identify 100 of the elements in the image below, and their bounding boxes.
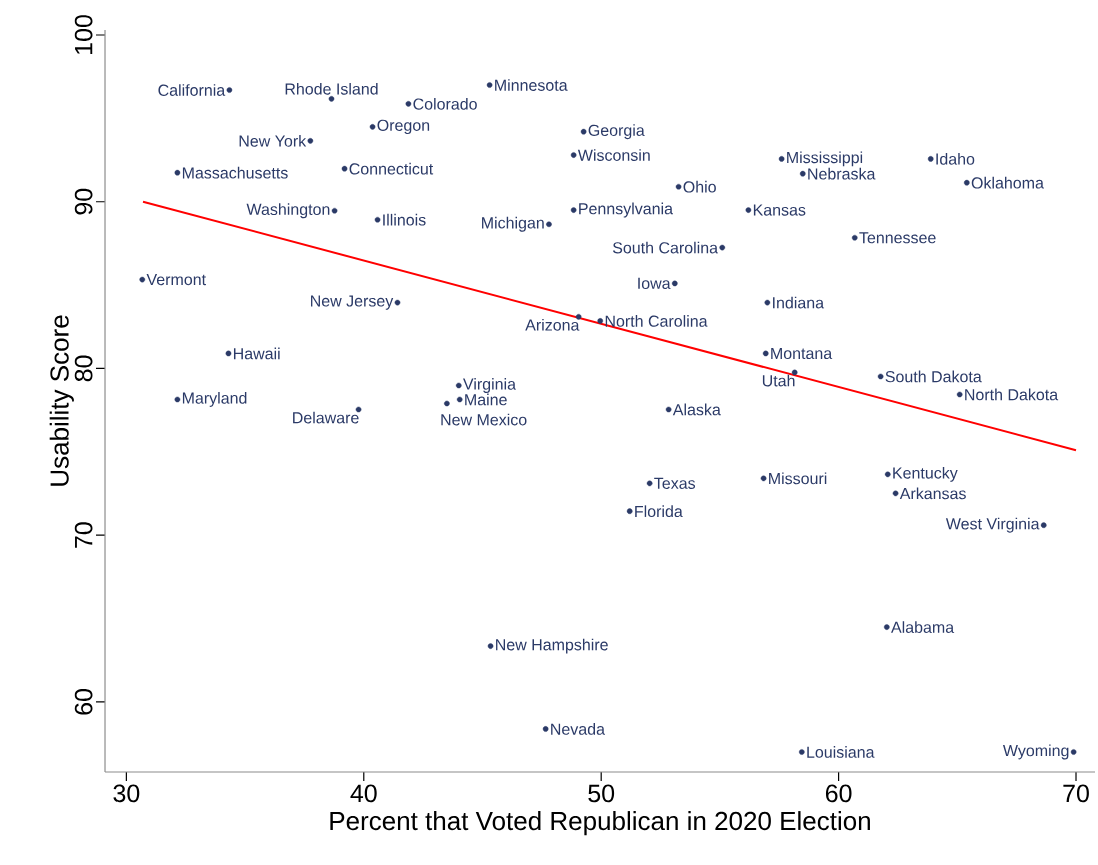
x-tick-label: 60 — [825, 784, 852, 803]
annotation: Missouri — [769, 472, 827, 485]
annotation: Alaska — [672, 403, 721, 416]
point — [671, 280, 678, 287]
point — [1070, 749, 1077, 755]
annotation: Minnesota — [495, 79, 568, 91]
point — [455, 382, 462, 389]
annotation: California — [158, 84, 226, 96]
point — [546, 221, 552, 228]
annotation: Nevada — [551, 723, 605, 735]
annotation: Maine — [465, 393, 507, 406]
point — [341, 165, 348, 172]
point — [487, 643, 494, 649]
annotation: Oklahoma — [971, 176, 1044, 189]
annotation: Montana — [771, 347, 833, 360]
point — [570, 207, 577, 213]
annotation: Connecticut — [349, 162, 434, 175]
y-tick-label: 70 — [74, 522, 93, 548]
x-tick-label: 50 — [588, 784, 615, 803]
annotation: Pennsylvania — [579, 202, 673, 218]
point — [877, 373, 884, 380]
point — [964, 179, 970, 186]
annotation: Louisiana — [807, 746, 875, 758]
point — [405, 101, 412, 107]
point — [956, 391, 963, 398]
annotation: North Carolina — [605, 315, 708, 327]
annotation: Vermont — [146, 274, 206, 286]
point — [646, 480, 653, 487]
point — [851, 234, 858, 241]
annotation: Michigan — [482, 216, 544, 232]
point — [778, 156, 785, 162]
point — [927, 156, 934, 162]
annotation: New Hampshire — [496, 638, 608, 654]
x-tick-label: 40 — [350, 784, 377, 803]
point — [626, 508, 633, 514]
point — [883, 624, 890, 630]
annotation: Virginia — [463, 378, 516, 393]
y-tick-label: 80 — [74, 355, 93, 382]
annotation: West Virginia — [945, 517, 1040, 533]
annotation: Arkansas — [899, 487, 966, 500]
point — [174, 396, 181, 403]
annotation: Tennessee — [859, 232, 936, 244]
annotation: Alabama — [891, 621, 955, 633]
point — [225, 350, 232, 357]
annotation: Rhode Island — [285, 82, 378, 95]
annotation: Massachusetts — [182, 166, 288, 179]
annotation: Georgia — [588, 124, 645, 140]
annotation: Wisconsin — [577, 149, 650, 161]
point — [486, 82, 493, 88]
point — [174, 169, 181, 176]
annotation: North Dakota — [965, 388, 1059, 401]
point — [597, 318, 604, 324]
point — [139, 276, 146, 283]
annotation: New York — [239, 135, 307, 147]
annotation: New Mexico — [441, 413, 527, 426]
annotation: Arizona — [525, 318, 580, 331]
annotation: Wyoming — [1002, 744, 1069, 760]
annotation: Ohio — [683, 180, 716, 193]
annotation: South Dakota — [885, 370, 982, 383]
point — [799, 170, 806, 177]
point — [665, 406, 672, 413]
y-tick-label: 90 — [74, 188, 93, 215]
annotation: Mississippi — [787, 151, 863, 167]
point — [328, 96, 335, 102]
annotation: New Jersey — [311, 295, 394, 310]
point — [374, 216, 381, 223]
annotation: Delaware — [293, 411, 359, 424]
annotation: Utah — [762, 374, 795, 387]
annotation: Illinois — [383, 213, 426, 226]
point — [542, 726, 549, 732]
point — [570, 152, 577, 158]
point — [1040, 522, 1047, 529]
annotation: Hawaii — [233, 347, 280, 360]
annotation: Idaho — [936, 153, 975, 165]
point — [745, 207, 752, 213]
point — [762, 350, 769, 357]
point — [456, 396, 463, 403]
annotation: Nebraska — [808, 167, 876, 180]
point — [394, 299, 401, 306]
point — [799, 749, 805, 755]
point — [892, 490, 899, 497]
point — [369, 124, 376, 130]
y-axis-title: Usability Score — [49, 315, 74, 486]
annotation: Texas — [654, 477, 696, 489]
point — [580, 128, 587, 135]
annotation: Kansas — [753, 204, 806, 216]
annotation: Colorado — [413, 97, 477, 110]
x-tick-label: 70 — [1063, 784, 1089, 803]
annotation: Iowa — [638, 277, 671, 290]
annotation: Washington — [246, 203, 330, 219]
point — [307, 138, 314, 144]
point — [226, 87, 233, 93]
annotation: Kentucky — [893, 466, 958, 482]
annotation: Maryland — [182, 392, 247, 407]
annotation: Oregon — [377, 119, 430, 135]
point — [675, 183, 682, 190]
y-tick-label: 60 — [74, 689, 93, 715]
x-axis-title: Percent that Voted Republican in 2020 Election — [330, 811, 870, 836]
annotation: Indiana — [773, 296, 825, 309]
point — [884, 471, 891, 478]
